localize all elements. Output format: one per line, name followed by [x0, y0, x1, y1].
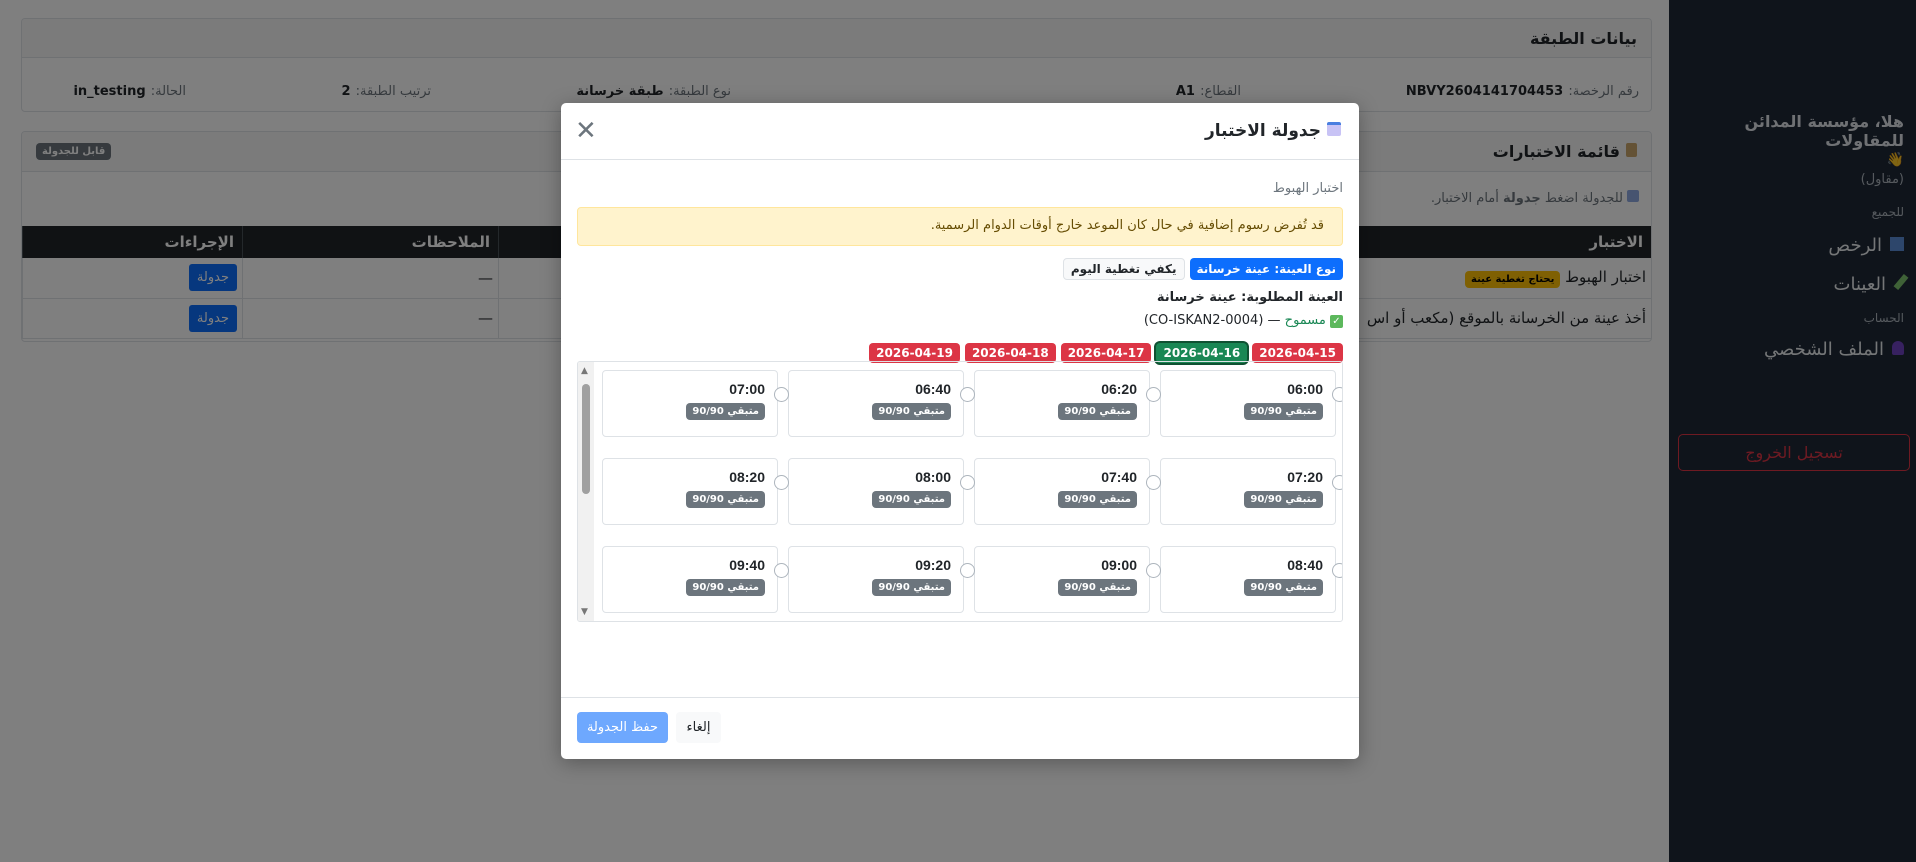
slot-card[interactable]: 07:00 متبقي 90/90	[602, 370, 778, 437]
slot-card[interactable]: 08:20 متبقي 90/90	[602, 458, 778, 525]
time-slot[interactable]: 06:40 متبقي 90/90	[784, 370, 975, 437]
slot-card[interactable]: 06:00 متبقي 90/90	[1160, 370, 1336, 437]
time-slot[interactable]: 07:20 متبقي 90/90	[1156, 458, 1342, 525]
slot-time: 06:40	[915, 381, 951, 397]
schedule-modal: جدولة الاختبار ✕ اختبار الهبوط قد تُفرض …	[561, 103, 1359, 759]
slot-card[interactable]: 06:40 متبقي 90/90	[788, 370, 964, 437]
sample-type-badge: نوع العينة: عينة خرسانة	[1189, 258, 1343, 280]
slot-card[interactable]: 07:40 متبقي 90/90	[974, 458, 1150, 525]
remaining-badge: متبقي 90/90	[1244, 403, 1323, 420]
slot-time: 06:00	[1287, 381, 1323, 397]
slot-radio[interactable]	[1332, 475, 1342, 490]
remaining-badge: متبقي 90/90	[1058, 491, 1137, 508]
coverage-badge: يكفي تغطية اليوم	[1062, 258, 1185, 280]
cancel-button[interactable]: إلغاء	[676, 712, 721, 743]
slot-time: 09:20	[915, 557, 951, 573]
time-slot[interactable]: 07:40 متبقي 90/90	[970, 458, 1161, 525]
slot-time: 07:40	[1101, 469, 1137, 485]
slot-card[interactable]: 09:00 متبقي 90/90	[974, 546, 1150, 613]
slot-radio[interactable]	[1146, 387, 1161, 402]
remaining-badge: متبقي 90/90	[1058, 403, 1137, 420]
slot-time: 09:00	[1101, 557, 1137, 573]
remaining-badge: متبقي 90/90	[686, 579, 765, 596]
remaining-badge: متبقي 90/90	[872, 491, 951, 508]
time-slot[interactable]: 08:20 متبقي 90/90	[598, 458, 789, 525]
modal-title: جدولة الاختبار	[1205, 121, 1341, 141]
time-slots: ▲ ▼ 06:00 متبقي 90/90 06:20 متبقي 90/90 06:4…	[577, 361, 1343, 622]
remaining-badge: متبقي 90/90	[1244, 491, 1323, 508]
time-slot[interactable]: 06:20 متبقي 90/90	[970, 370, 1161, 437]
fee-alert: قد تُفرض رسوم إضافية في حال كان الموعد خ…	[577, 207, 1343, 246]
slot-card[interactable]: 08:40 متبقي 90/90	[1160, 546, 1336, 613]
slot-time: 07:20	[1287, 469, 1323, 485]
slot-card[interactable]: 06:20 متبقي 90/90	[974, 370, 1150, 437]
remaining-badge: متبقي 90/90	[872, 403, 951, 420]
slot-radio[interactable]	[774, 475, 789, 490]
date-pill-selected[interactable]: 2026-04-16	[1156, 343, 1248, 363]
time-slot[interactable]: 09:00 متبقي 90/90	[970, 546, 1161, 613]
remaining-badge: متبقي 90/90	[686, 403, 765, 420]
slot-time: 07:00	[729, 381, 765, 397]
required-sample: العينة المطلوبة: عينة خرسانة	[1156, 290, 1343, 305]
close-icon[interactable]: ✕	[575, 116, 597, 146]
slot-radio[interactable]	[774, 387, 789, 402]
slot-card[interactable]: 08:00 متبقي 90/90	[788, 458, 964, 525]
save-schedule-button[interactable]: حفظ الجدولة	[577, 712, 668, 743]
time-slot[interactable]: 08:40 متبقي 90/90	[1156, 546, 1342, 613]
time-slot[interactable]: 08:00 متبقي 90/90	[784, 458, 975, 525]
slot-time: 08:20	[729, 469, 765, 485]
date-pill[interactable]: 2026-04-19	[869, 343, 960, 363]
remaining-badge: متبقي 90/90	[872, 579, 951, 596]
slot-radio[interactable]	[960, 563, 975, 578]
slot-time: 08:00	[915, 469, 951, 485]
remaining-badge: متبقي 90/90	[686, 491, 765, 508]
time-slot[interactable]: 09:40 متبقي 90/90	[598, 546, 789, 613]
date-pill[interactable]: 2026-04-17	[1060, 343, 1152, 363]
slot-radio[interactable]	[1146, 475, 1161, 490]
slot-radio[interactable]	[1332, 387, 1342, 402]
time-slot[interactable]: 06:00 متبقي 90/90	[1156, 370, 1342, 437]
time-slot[interactable]: 09:20 متبقي 90/90	[784, 546, 975, 613]
date-pills: 2026-04-15 2026-04-16 2026-04-17 2026-04…	[864, 343, 1343, 363]
slot-time: 08:40	[1287, 557, 1323, 573]
slot-radio[interactable]	[960, 475, 975, 490]
slot-radio[interactable]	[774, 563, 789, 578]
slot-card[interactable]: 09:20 متبقي 90/90	[788, 546, 964, 613]
check-icon: ✓	[1330, 315, 1343, 328]
calendar-icon	[1327, 122, 1341, 136]
allowed-line: ✓ مسموح — (CO-ISKAN2-0004)	[1144, 313, 1343, 328]
test-name: اختبار الهبوط	[1272, 181, 1343, 196]
slot-time: 06:20	[1101, 381, 1137, 397]
remaining-badge: متبقي 90/90	[1058, 579, 1137, 596]
scrollbar[interactable]: ▲ ▼	[578, 362, 594, 621]
slot-time: 09:40	[729, 557, 765, 573]
time-slot[interactable]: 07:00 متبقي 90/90	[598, 370, 789, 437]
date-pill[interactable]: 2026-04-18	[964, 343, 1056, 363]
slot-radio[interactable]	[960, 387, 975, 402]
remaining-badge: متبقي 90/90	[1244, 579, 1323, 596]
slot-card[interactable]: 09:40 متبقي 90/90	[602, 546, 778, 613]
slot-card[interactable]: 07:20 متبقي 90/90	[1160, 458, 1336, 525]
slot-radio[interactable]	[1146, 563, 1161, 578]
date-pill[interactable]: 2026-04-15	[1252, 343, 1343, 363]
slot-radio[interactable]	[1332, 563, 1342, 578]
